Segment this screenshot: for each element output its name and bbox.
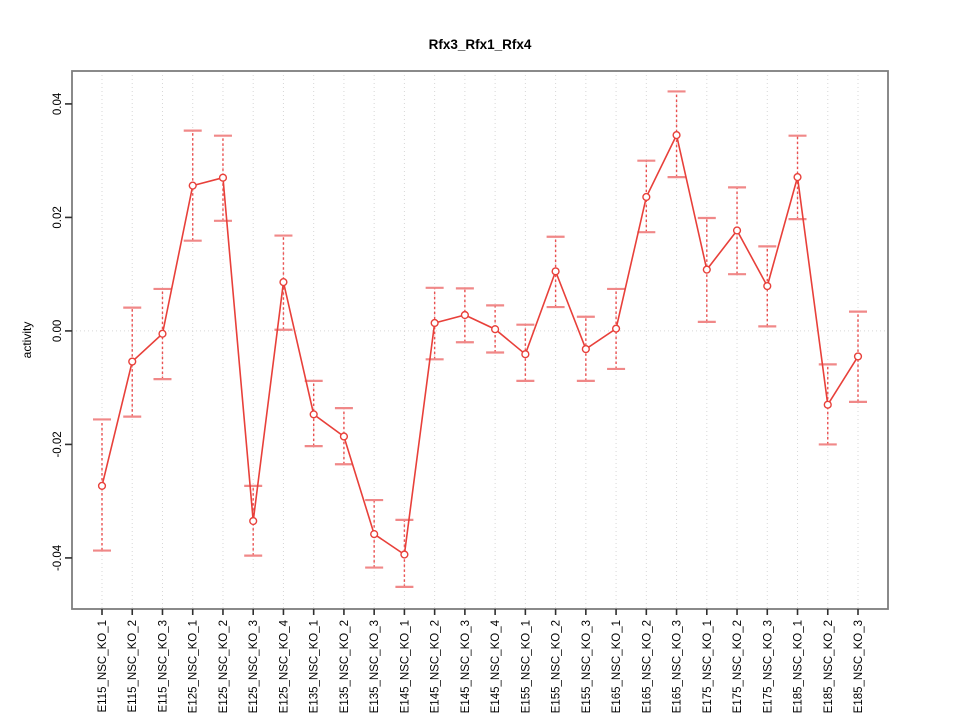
data-point	[97, 481, 107, 490]
plot-frame	[71, 70, 889, 610]
data-point	[279, 278, 288, 287]
x-tick-label: E125_NSC_KO_4	[278, 619, 290, 713]
x-tick-label: E165_NSC_KO_3	[672, 620, 684, 713]
x-tick-label: E175_NSC_KO_2	[732, 620, 744, 713]
data-point	[642, 192, 651, 202]
data-point	[581, 344, 590, 354]
x-tick-label: E125_NSC_KO_1	[188, 620, 200, 713]
data-point	[400, 550, 409, 559]
data-point	[370, 529, 379, 539]
data-point	[672, 131, 681, 140]
x-tick-label: E135_NSC_KO_3	[369, 620, 381, 713]
data-point	[430, 318, 439, 328]
data-point	[188, 181, 197, 190]
data-point	[823, 400, 832, 409]
chart-title: Rfx3_Rfx1_Rfx4	[428, 37, 532, 52]
data-point	[551, 267, 560, 276]
data-point	[521, 350, 530, 359]
data-point	[339, 432, 349, 441]
data-point	[158, 329, 167, 338]
x-tick-label: E125_NSC_KO_3	[248, 620, 260, 713]
x-tick-label: E145_NSC_KO_3	[460, 620, 472, 713]
x-tick-label: E185_NSC_KO_2	[823, 620, 835, 713]
data-point	[611, 324, 621, 333]
data-point	[702, 265, 711, 274]
data-point	[128, 357, 137, 366]
series-line	[101, 132, 859, 556]
x-tick-label: E115_NSC_KO_1	[97, 620, 109, 712]
x-tick-label: E185_NSC_KO_1	[793, 620, 805, 713]
x-tick-label: E175_NSC_KO_1	[702, 620, 714, 713]
data-point	[763, 281, 772, 291]
x-tick-label: E115_NSC_KO_2	[127, 620, 139, 712]
data-point	[309, 410, 318, 419]
data-point	[249, 516, 258, 526]
y-tick-label: 0.02	[52, 206, 64, 228]
x-tick-label: E135_NSC_KO_1	[309, 620, 321, 713]
x-tick-label: E155_NSC_KO_2	[551, 620, 563, 713]
data-point	[853, 352, 863, 361]
x-tick-label: E145_NSC_KO_4	[490, 619, 502, 713]
y-tick-label: 0.00	[52, 320, 64, 342]
x-tick-label: E145_NSC_KO_1	[399, 620, 411, 713]
x-tick-label: E185_NSC_KO_3	[853, 620, 865, 713]
data-point	[491, 325, 500, 334]
x-tick-label: E175_NSC_KO_3	[762, 620, 774, 713]
x-tick-label: E165_NSC_KO_2	[641, 620, 653, 713]
x-tick-label: E115_NSC_KO_3	[157, 620, 169, 712]
x-tick-label: E125_NSC_KO_2	[218, 620, 230, 713]
x-tick-label: E155_NSC_KO_3	[581, 620, 593, 713]
x-tick-label: E135_NSC_KO_2	[339, 620, 351, 713]
x-tick-label: E165_NSC_KO_1	[611, 620, 623, 713]
data-point	[732, 226, 742, 235]
x-tick-label: E155_NSC_KO_1	[520, 620, 532, 713]
data-point	[793, 173, 802, 182]
y-tick-label: 0.04	[52, 92, 64, 115]
data-point	[460, 310, 469, 320]
y-tick-label: -0.04	[52, 544, 64, 571]
x-tick-label: E145_NSC_KO_2	[430, 620, 442, 713]
y-tick-label: -0.02	[52, 431, 64, 457]
data-point	[218, 173, 228, 182]
